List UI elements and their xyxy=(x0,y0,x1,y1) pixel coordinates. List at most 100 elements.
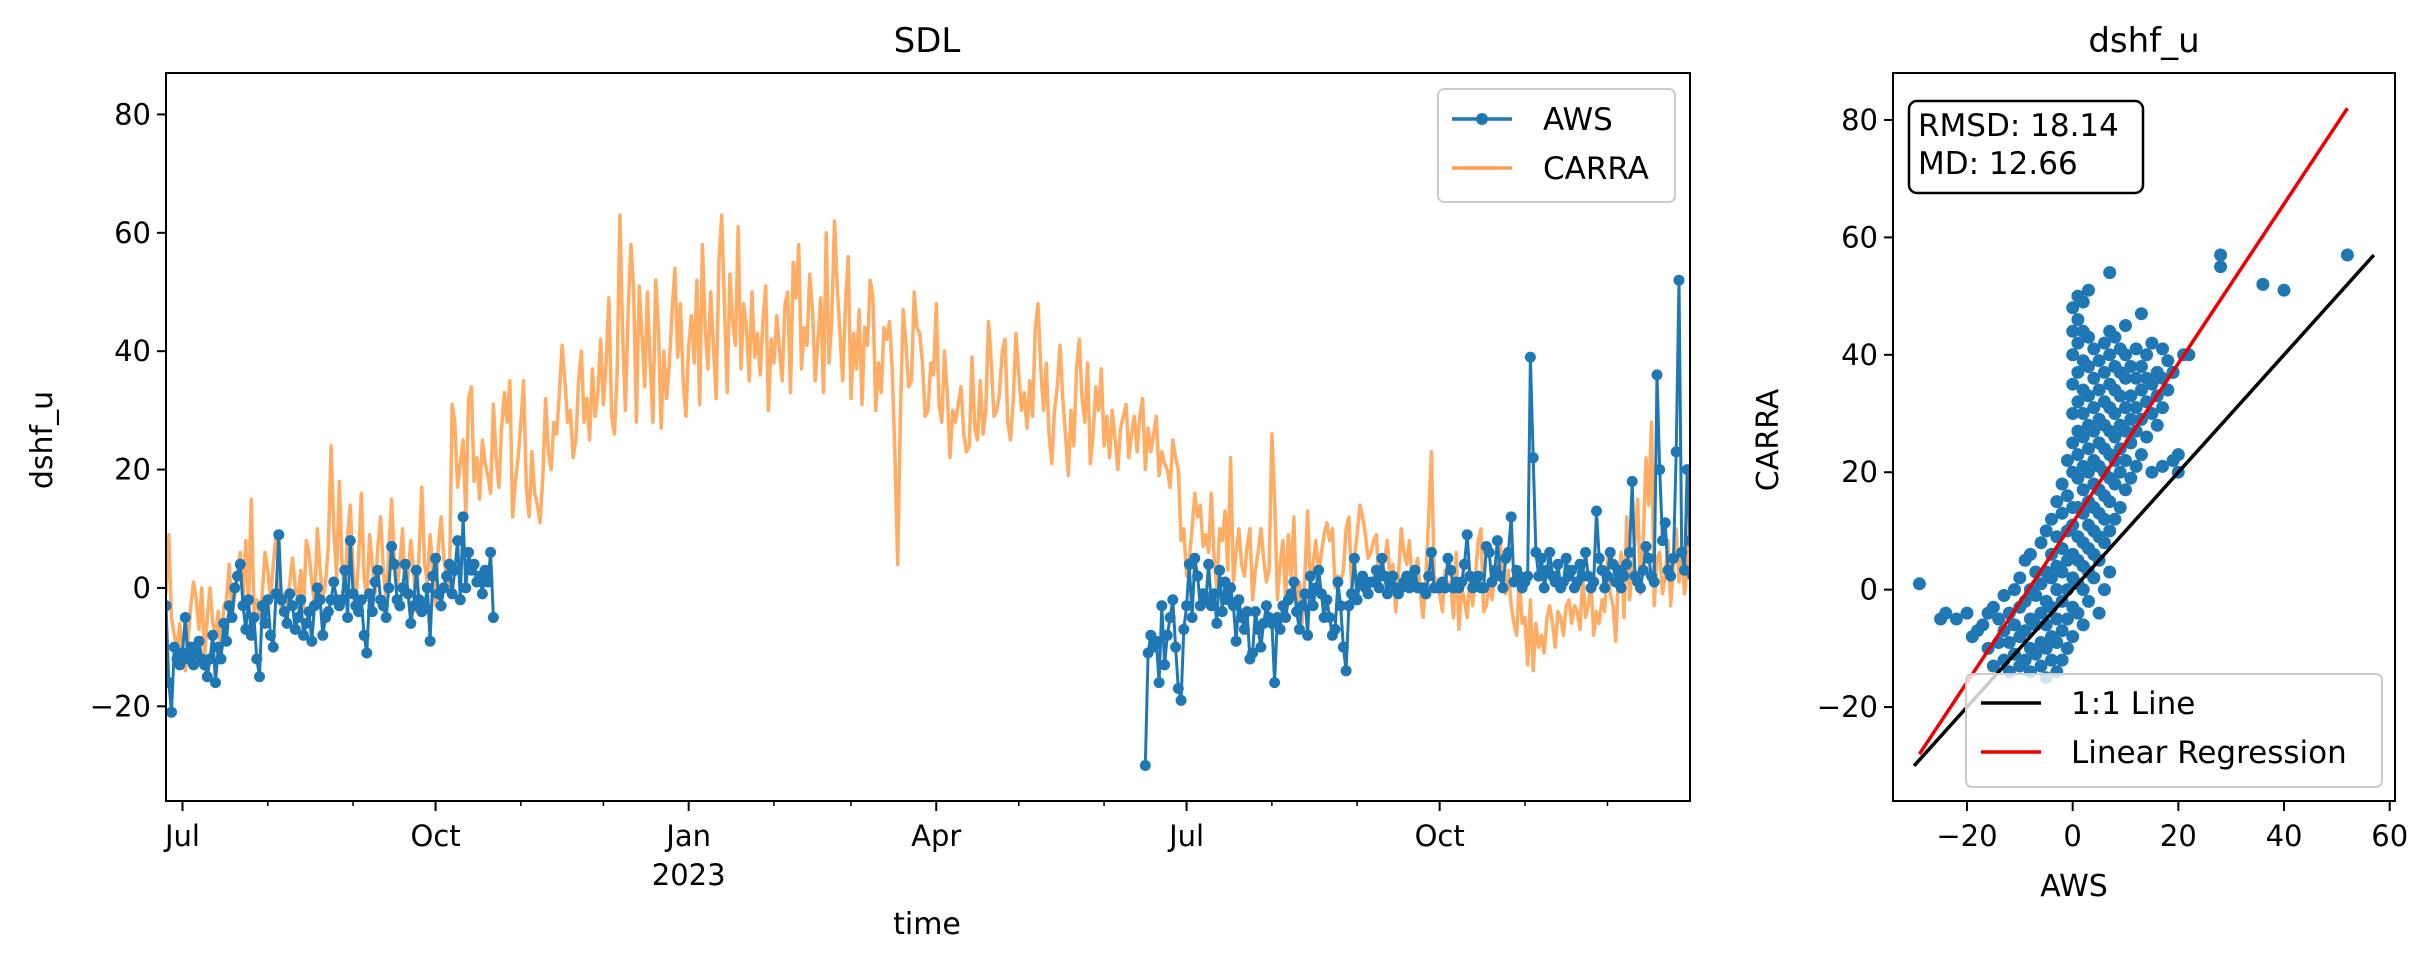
series-aws-point xyxy=(1445,564,1457,576)
series-aws-point xyxy=(1387,570,1399,582)
scatter-point xyxy=(1960,606,1974,620)
right-x-tick-label: −20 xyxy=(1936,819,1997,853)
scatter-point xyxy=(2018,653,2032,667)
right-x-tick-label: 60 xyxy=(2371,819,2408,853)
scatter-point xyxy=(1997,589,2011,602)
scatter-point xyxy=(2119,424,2132,438)
scatter-point xyxy=(2066,436,2080,450)
time-series-panel: SDL dshf_u time −20 0 20 40 60 80 Jul Oct Jan 202… xyxy=(25,21,1731,942)
scatter-point xyxy=(2097,583,2111,597)
scatter-point xyxy=(2076,618,2090,632)
scatter-point xyxy=(2108,512,2122,526)
series-aws-point xyxy=(1618,570,1630,582)
right-y-tick-label: 80 xyxy=(1841,103,1878,137)
series-aws-point xyxy=(1296,600,1308,612)
series-aws-point xyxy=(1153,677,1165,689)
series-aws-point xyxy=(221,635,232,647)
scatter-point xyxy=(2066,348,2080,362)
series-aws-point xyxy=(292,612,304,623)
series-aws-point xyxy=(1269,677,1281,689)
series-aws-point xyxy=(1687,571,1690,581)
series-aws-point xyxy=(1720,577,1731,588)
scatter-point xyxy=(1976,618,1990,632)
scatter-point xyxy=(2113,501,2127,514)
series-aws-point xyxy=(460,582,472,594)
series-aws-point xyxy=(1216,606,1228,618)
series-aws-point xyxy=(1370,564,1382,576)
right-axes-frame xyxy=(1892,72,2396,802)
series-aws-point xyxy=(452,535,464,547)
scatter-point xyxy=(2156,459,2169,473)
series-aws-point xyxy=(1208,588,1220,600)
scatter-point xyxy=(2055,653,2069,667)
scatter-point xyxy=(1992,612,2006,626)
series-aws-point xyxy=(204,653,216,665)
scatter-point xyxy=(2119,401,2132,415)
series-aws-point xyxy=(386,541,398,552)
scatter-point xyxy=(2103,348,2117,362)
scatter-point xyxy=(2066,407,2080,420)
left-x-tick-year: 2023 xyxy=(652,858,726,892)
series-aws-point xyxy=(344,535,356,547)
scatter-point xyxy=(2087,342,2101,356)
series-aws-point xyxy=(1285,588,1297,600)
scatter-point xyxy=(2108,477,2122,491)
legend-identity-label: 1:1 Line xyxy=(2071,686,2195,722)
scatter-point xyxy=(1912,577,1926,591)
series-aws-point xyxy=(1192,570,1204,582)
series-aws-point xyxy=(226,612,238,623)
scatter-point xyxy=(2045,512,2058,526)
scatter-point xyxy=(2256,277,2270,291)
series-aws-point xyxy=(1456,576,1468,588)
series-aws-point xyxy=(322,606,334,618)
series-aws-point xyxy=(435,600,447,612)
series-aws-point xyxy=(1693,506,1704,517)
right-legend-box xyxy=(1965,673,2383,788)
scatter-point xyxy=(2055,565,2069,579)
series-aws-point xyxy=(419,600,431,612)
series-aws-point xyxy=(1186,612,1198,623)
series-aws-point xyxy=(405,617,417,629)
series-aws-point xyxy=(383,582,395,594)
series-aws-point xyxy=(1161,629,1173,641)
series-aws-point xyxy=(1332,576,1344,588)
scatter-point xyxy=(2039,524,2053,538)
series-aws-point xyxy=(463,546,475,558)
series-aws-point xyxy=(287,600,298,612)
series-aws-point xyxy=(1538,582,1550,594)
series-aws-point xyxy=(1357,570,1369,582)
series-aws-point xyxy=(1718,582,1729,593)
stats-box: RMSD: 18.14 MD: 12.66 xyxy=(1907,99,2145,195)
series-aws-point xyxy=(1648,576,1660,588)
series-aws-point xyxy=(1167,594,1179,606)
series-aws-point xyxy=(1574,558,1586,570)
right-legend: 1:1 Line Linear Regression xyxy=(1965,673,2383,788)
left-x-tick-label: Apr xyxy=(911,819,961,853)
series-aws-point xyxy=(298,629,309,641)
series-aws-point xyxy=(1288,576,1300,588)
scatter-point xyxy=(2129,401,2143,415)
scatter-point xyxy=(2119,483,2132,497)
series-aws-point xyxy=(410,564,422,576)
series-aws-point xyxy=(289,623,301,635)
scatter-point xyxy=(1986,600,2000,614)
scatter-point xyxy=(2082,442,2095,456)
series-aws-point xyxy=(1524,351,1536,363)
series-aws-point xyxy=(1604,546,1616,558)
series-aws-point xyxy=(1707,571,1718,582)
scatter-point xyxy=(2076,483,2090,497)
scatter-point xyxy=(2129,371,2143,385)
series-aws-point xyxy=(1461,529,1473,541)
scatter-point xyxy=(2134,360,2148,373)
scatter-point xyxy=(2023,547,2037,561)
series-aws-point xyxy=(366,606,378,618)
scatter-point xyxy=(2045,571,2058,585)
scatter-point xyxy=(2119,348,2132,362)
series-aws-point xyxy=(1626,475,1638,487)
scatter-point xyxy=(2124,471,2138,485)
scatter-point xyxy=(2214,248,2228,262)
scatter-point xyxy=(2066,324,2080,338)
scatter-point xyxy=(2129,459,2143,473)
series-aws-point xyxy=(1502,546,1514,558)
series-aws-point xyxy=(166,706,177,718)
